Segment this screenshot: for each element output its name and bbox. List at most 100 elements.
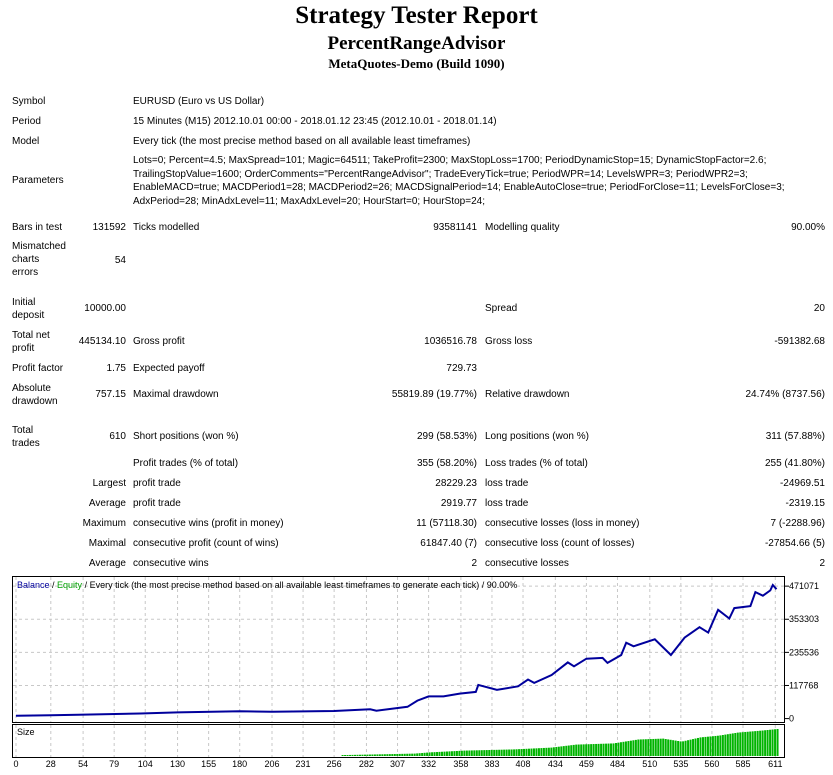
- x-tick-label: 459: [579, 759, 594, 769]
- maximal-loss-label: consecutive loss (count of losses): [485, 538, 635, 549]
- size-bar: [622, 741, 625, 756]
- size-bar: [438, 751, 441, 756]
- size-bar: [530, 748, 533, 756]
- size-bar: [667, 739, 670, 756]
- x-tick-label: 28: [46, 759, 56, 769]
- size-bar: [349, 754, 352, 756]
- period-value: 15 Minutes (M15) 2012.10.01 00:00 - 2018…: [133, 116, 497, 127]
- y-tick-label: 353303: [789, 614, 819, 624]
- size-bar: [756, 730, 759, 756]
- balance-chart: Balance / Equity / Every tick (the most …: [12, 576, 819, 769]
- size-bar: [455, 750, 458, 756]
- size-bar: [639, 739, 642, 756]
- profit-trades-value: 355 (58.20%): [416, 458, 477, 469]
- size-bar: [557, 746, 560, 756]
- size-bar: [515, 749, 518, 756]
- size-bar: [473, 750, 476, 756]
- size-bar: [669, 739, 672, 756]
- largest-profit-label: profit trade: [133, 478, 181, 489]
- deposit-label: Initial deposit: [12, 297, 45, 321]
- profit-trades-label: Profit trades (% of total): [133, 458, 239, 469]
- largest-label: Largest: [92, 478, 126, 489]
- x-tick-label: 585: [735, 759, 750, 769]
- size-bar: [701, 737, 704, 756]
- size-bar: [468, 750, 471, 756]
- size-bar: [672, 740, 675, 756]
- size-bar: [719, 735, 722, 756]
- size-bar: [488, 750, 491, 756]
- x-tick-label: 611: [768, 759, 782, 769]
- size-bar: [537, 748, 540, 756]
- size-bar: [627, 741, 630, 756]
- model-value: Every tick (the most precise method base…: [133, 136, 471, 147]
- size-bar: [697, 737, 700, 756]
- size-bar: [739, 732, 742, 756]
- y-tick-label: 235536: [789, 647, 819, 657]
- profit-factor-value: 1.75: [106, 363, 126, 374]
- size-bar: [582, 744, 585, 756]
- size-bar: [341, 755, 344, 756]
- size-bar: [774, 729, 777, 756]
- maximal-profit-value: 61847.40 (7): [420, 538, 477, 549]
- size-bar: [614, 743, 617, 756]
- max-wins-value: 11 (57118.30): [416, 518, 477, 529]
- size-bar: [426, 752, 429, 756]
- size-bar: [692, 739, 695, 756]
- gross-profit-label: Gross profit: [133, 336, 185, 347]
- size-bar: [602, 743, 605, 756]
- x-tick-label: 180: [232, 759, 247, 769]
- short-value: 299 (58.53%): [416, 431, 477, 442]
- x-tick-label: 231: [296, 759, 311, 769]
- size-bar: [664, 739, 667, 756]
- size-bar: [393, 754, 396, 756]
- size-bar: [761, 730, 764, 756]
- size-bar: [552, 747, 555, 756]
- size-bar: [436, 752, 439, 756]
- x-tick-label: 408: [516, 759, 531, 769]
- server-info: MetaQuotes-Demo (Build 1090): [328, 56, 505, 71]
- maximal-profit-label: consecutive profit (count of wins): [133, 538, 279, 549]
- average-consecutive-label: Average: [88, 558, 126, 569]
- long-value: 311 (57.88%): [765, 431, 825, 442]
- size-bar: [562, 746, 565, 756]
- size-bar: [734, 733, 737, 756]
- size-bar: [699, 737, 702, 756]
- size-bar: [704, 736, 707, 756]
- y-tick-label: 471071: [789, 581, 819, 591]
- size-bar: [687, 740, 690, 756]
- max-losses-label: consecutive losses (loss in money): [485, 518, 640, 529]
- size-bar: [629, 740, 632, 756]
- size-bar: [386, 754, 389, 756]
- x-tick-label: 434: [548, 759, 563, 769]
- total-trades-label: Total trades: [12, 425, 40, 449]
- size-bar: [363, 754, 366, 756]
- size-bar: [587, 744, 590, 756]
- size-bar: [458, 750, 461, 756]
- size-bar: [716, 735, 719, 756]
- average-label: Average: [88, 498, 126, 509]
- size-bar: [401, 753, 404, 756]
- size-bar: [381, 754, 384, 756]
- relative-drawdown-label: Relative drawdown: [485, 389, 570, 400]
- gross-loss-value: -591382.68: [774, 336, 825, 347]
- short-label: Short positions (won %): [133, 431, 239, 442]
- size-bar: [408, 753, 411, 756]
- size-bar: [413, 753, 416, 756]
- size-bar: [418, 753, 421, 756]
- gross-loss-label: Gross loss: [485, 336, 533, 347]
- maximal-drawdown-label: Maximal drawdown: [133, 389, 219, 400]
- period-label: Period: [12, 116, 41, 127]
- size-bar: [617, 742, 620, 756]
- ticks-value: 93581141: [433, 222, 477, 233]
- size-bar: [607, 743, 610, 756]
- spread-label: Spread: [485, 303, 518, 314]
- size-bar: [654, 738, 657, 756]
- chart-legend: Balance / Equity / Every tick (the most …: [17, 580, 517, 590]
- net-profit-value: 445134.10: [78, 336, 126, 347]
- size-bar: [736, 732, 739, 756]
- size-bar: [600, 743, 603, 756]
- size-bar: [523, 748, 526, 756]
- model-label: Model: [12, 136, 40, 147]
- size-bar: [518, 749, 521, 756]
- x-tick-label: 79: [109, 759, 119, 769]
